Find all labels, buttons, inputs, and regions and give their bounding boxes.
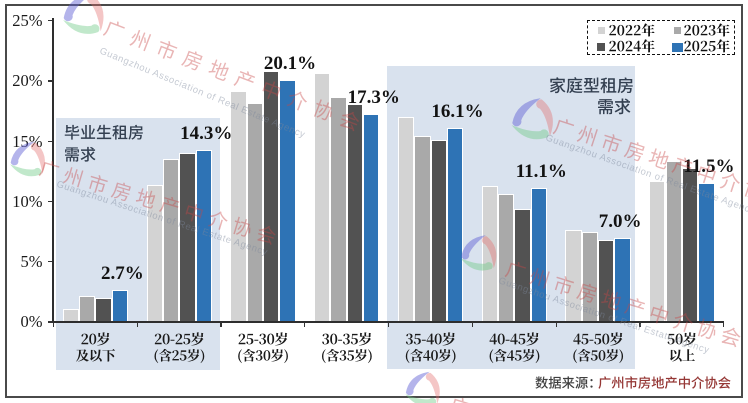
svg-text:Guangzhou Association of Real: Guangzhou Association of Real Estate Age… bbox=[544, 132, 748, 216]
svg-text:Guangzhou Association of Real: Guangzhou Association of Real Estate Age… bbox=[55, 179, 269, 258]
svg-text:Guangzhou Association of Real: Guangzhou Association of Real Estate Age… bbox=[497, 275, 711, 356]
